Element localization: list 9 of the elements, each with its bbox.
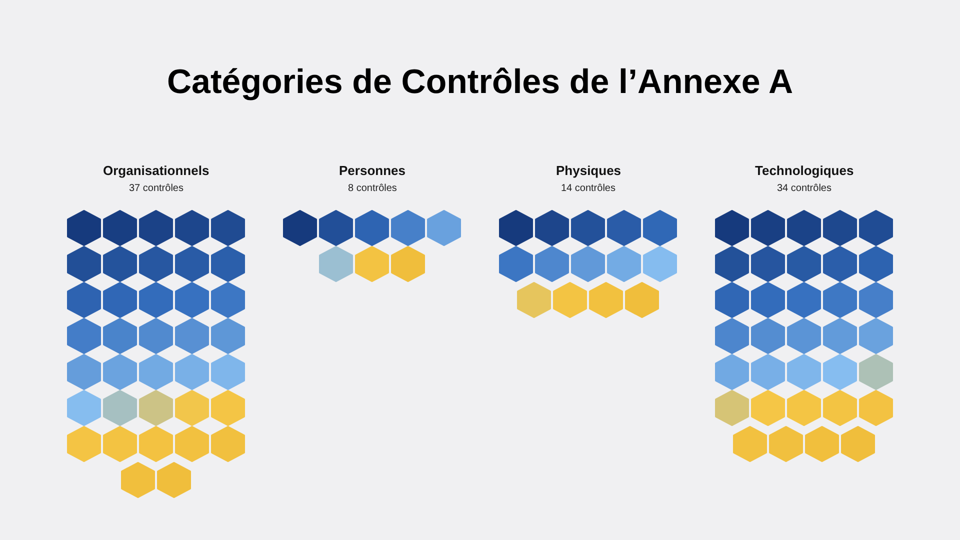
data-label: 34 contrôles	[777, 183, 832, 194]
category-label: Technologiques	[755, 163, 854, 178]
data-label: 14 contrôles	[561, 183, 616, 194]
text: Catégories de Contrôles de l’Annexe A	[167, 62, 793, 101]
category-label: Personnes	[339, 163, 406, 178]
category-label: Physiques	[556, 163, 622, 178]
category-label: Organisationnels	[103, 163, 210, 178]
data-label: 37 contrôles	[129, 183, 184, 194]
data-label: 8 contrôles	[348, 183, 397, 194]
